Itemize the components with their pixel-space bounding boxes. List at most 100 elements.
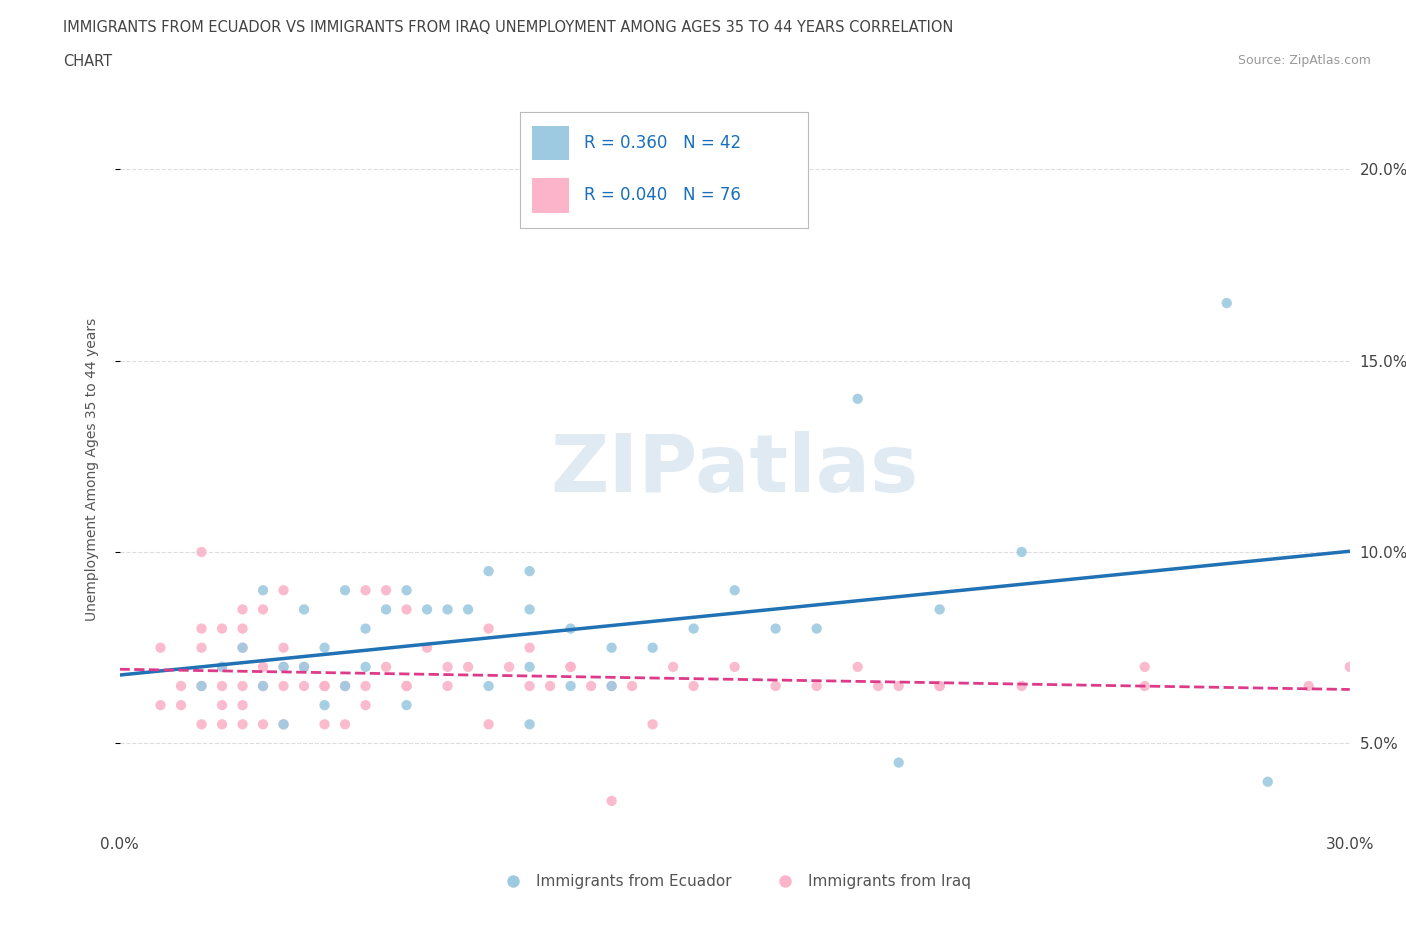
Point xyxy=(765,679,787,694)
Point xyxy=(252,679,274,694)
Point xyxy=(519,659,541,674)
Point xyxy=(560,659,582,674)
Point xyxy=(682,621,704,636)
Text: CHART: CHART xyxy=(63,54,112,69)
Point xyxy=(211,659,233,674)
Point xyxy=(1011,545,1033,560)
Point xyxy=(928,602,950,617)
Point xyxy=(190,621,212,636)
Point xyxy=(846,392,869,406)
Point xyxy=(170,698,193,712)
Point xyxy=(252,583,274,598)
Point xyxy=(538,679,561,694)
Point xyxy=(395,583,418,598)
Point xyxy=(436,659,458,674)
Point xyxy=(314,717,336,732)
Point xyxy=(416,602,439,617)
Point xyxy=(354,698,377,712)
Point xyxy=(231,717,254,732)
Point xyxy=(231,698,254,712)
Point xyxy=(292,602,315,617)
Point xyxy=(478,621,501,636)
Point xyxy=(928,679,950,694)
Point xyxy=(436,602,458,617)
Point xyxy=(682,679,704,694)
Point xyxy=(560,679,582,694)
Point xyxy=(806,621,828,636)
Point xyxy=(273,640,295,655)
Point xyxy=(846,659,869,674)
Point xyxy=(1339,659,1361,674)
Point xyxy=(519,602,541,617)
Legend: Immigrants from Ecuador, Immigrants from Iraq: Immigrants from Ecuador, Immigrants from… xyxy=(492,868,977,896)
Point xyxy=(273,717,295,732)
Point xyxy=(600,679,623,694)
Point xyxy=(375,602,398,617)
Point xyxy=(190,679,212,694)
Point xyxy=(211,679,233,694)
Point xyxy=(1216,296,1239,311)
Point xyxy=(231,679,254,694)
Point xyxy=(354,583,377,598)
Point xyxy=(211,659,233,674)
Point xyxy=(1257,775,1279,790)
Point xyxy=(806,679,828,694)
Point xyxy=(273,717,295,732)
Point xyxy=(478,679,501,694)
Point xyxy=(724,659,747,674)
Point xyxy=(333,717,356,732)
Point xyxy=(252,659,274,674)
Point xyxy=(600,793,623,808)
Point xyxy=(457,659,479,674)
Point xyxy=(600,640,623,655)
Point xyxy=(354,659,377,674)
Point xyxy=(375,583,398,598)
Point xyxy=(395,679,418,694)
Point xyxy=(149,640,172,655)
Point xyxy=(231,640,254,655)
Point xyxy=(887,679,910,694)
Point xyxy=(314,679,336,694)
Point xyxy=(868,679,890,694)
Point xyxy=(273,583,295,598)
Point xyxy=(519,717,541,732)
Point xyxy=(314,640,336,655)
Point xyxy=(211,717,233,732)
Point xyxy=(457,602,479,617)
Point xyxy=(1011,679,1033,694)
Point xyxy=(519,564,541,578)
Point xyxy=(354,621,377,636)
Point xyxy=(416,640,439,655)
Point xyxy=(314,698,336,712)
Point xyxy=(765,621,787,636)
Point xyxy=(190,545,212,560)
Point xyxy=(375,659,398,674)
Point xyxy=(252,679,274,694)
Point xyxy=(724,583,747,598)
Point xyxy=(560,659,582,674)
Point xyxy=(887,755,910,770)
Point xyxy=(231,640,254,655)
Point xyxy=(333,679,356,694)
Point xyxy=(641,640,664,655)
Point xyxy=(478,564,501,578)
Point xyxy=(149,698,172,712)
Point xyxy=(579,679,602,694)
Point xyxy=(621,679,644,694)
Text: R = 0.040   N = 76: R = 0.040 N = 76 xyxy=(583,186,741,205)
Point xyxy=(395,602,418,617)
Point xyxy=(1298,679,1320,694)
Point xyxy=(395,698,418,712)
Point xyxy=(641,717,664,732)
Point xyxy=(292,659,315,674)
Point xyxy=(436,679,458,694)
Point xyxy=(314,679,336,694)
Point xyxy=(1133,679,1156,694)
Point xyxy=(231,621,254,636)
Text: IMMIGRANTS FROM ECUADOR VS IMMIGRANTS FROM IRAQ UNEMPLOYMENT AMONG AGES 35 TO 44: IMMIGRANTS FROM ECUADOR VS IMMIGRANTS FR… xyxy=(63,20,953,35)
Point xyxy=(395,679,418,694)
Point xyxy=(170,679,193,694)
Point xyxy=(354,679,377,694)
Point xyxy=(519,679,541,694)
Point xyxy=(190,679,212,694)
